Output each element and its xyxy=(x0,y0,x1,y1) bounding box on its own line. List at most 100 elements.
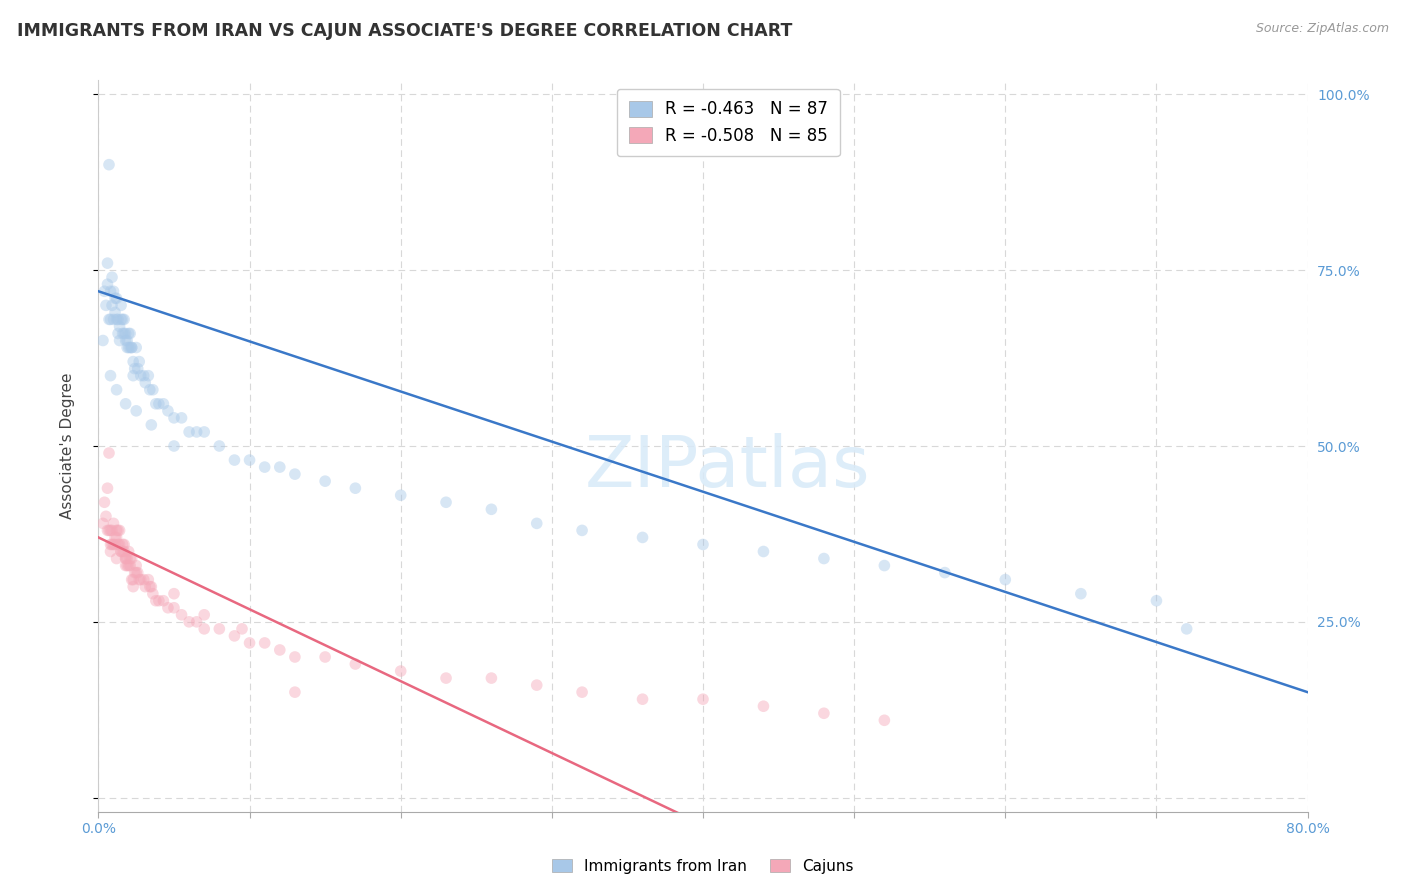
Point xyxy=(127,566,149,580)
Point xyxy=(104,305,127,319)
Point xyxy=(107,537,129,551)
Point xyxy=(434,495,457,509)
Point xyxy=(434,671,457,685)
Point xyxy=(108,537,131,551)
Point xyxy=(105,291,128,305)
Point xyxy=(96,524,118,538)
Point xyxy=(136,573,159,587)
Point xyxy=(101,298,124,312)
Point xyxy=(284,685,307,699)
Point xyxy=(115,558,138,573)
Point xyxy=(239,453,262,467)
Point xyxy=(124,361,146,376)
Point xyxy=(163,587,186,601)
Point xyxy=(104,537,127,551)
Point xyxy=(121,341,143,355)
Point xyxy=(96,256,118,270)
Point xyxy=(148,593,170,607)
Point xyxy=(152,593,174,607)
Point xyxy=(526,678,548,692)
Point xyxy=(105,551,128,566)
Point xyxy=(114,397,136,411)
Point xyxy=(163,410,186,425)
Point xyxy=(132,573,155,587)
Point xyxy=(114,551,136,566)
Text: Source: ZipAtlas.com: Source: ZipAtlas.com xyxy=(1256,22,1389,36)
Point xyxy=(104,291,127,305)
Point xyxy=(100,537,122,551)
Point xyxy=(96,277,118,292)
Point xyxy=(100,312,122,326)
Point xyxy=(96,481,118,495)
Point xyxy=(145,397,167,411)
Point xyxy=(101,524,124,538)
Point xyxy=(193,622,215,636)
Point xyxy=(156,404,179,418)
Point xyxy=(110,312,132,326)
Point xyxy=(132,368,155,383)
Point xyxy=(389,664,412,678)
Point xyxy=(107,524,129,538)
Point xyxy=(139,580,162,594)
Point xyxy=(148,397,170,411)
Point xyxy=(103,537,125,551)
Point xyxy=(631,530,654,544)
Point xyxy=(186,615,208,629)
Point xyxy=(112,326,135,341)
Legend: R = -0.463   N = 87, R = -0.508   N = 85: R = -0.463 N = 87, R = -0.508 N = 85 xyxy=(617,88,839,156)
Point xyxy=(481,671,503,685)
Point xyxy=(253,636,276,650)
Text: IMMIGRANTS FROM IRAN VS CAJUN ASSOCIATE'S DEGREE CORRELATION CHART: IMMIGRANTS FROM IRAN VS CAJUN ASSOCIATE'… xyxy=(17,22,792,40)
Point xyxy=(239,636,262,650)
Point xyxy=(129,573,152,587)
Point xyxy=(110,298,132,312)
Point xyxy=(193,425,215,439)
Point xyxy=(98,446,121,460)
Point xyxy=(142,383,165,397)
Point xyxy=(125,404,148,418)
Point xyxy=(122,573,145,587)
Point xyxy=(122,580,145,594)
Point xyxy=(141,417,163,432)
Point xyxy=(631,692,654,706)
Point xyxy=(127,361,149,376)
Point xyxy=(115,341,138,355)
Point xyxy=(111,312,134,326)
Point xyxy=(134,376,156,390)
Point xyxy=(93,285,115,299)
Point xyxy=(813,551,835,566)
Point xyxy=(128,573,150,587)
Point xyxy=(91,516,114,531)
Point xyxy=(125,558,148,573)
Point xyxy=(163,600,186,615)
Point xyxy=(269,643,291,657)
Point xyxy=(104,530,127,544)
Point xyxy=(103,312,125,326)
Point xyxy=(389,488,412,502)
Point xyxy=(115,551,138,566)
Point xyxy=(103,516,125,531)
Point xyxy=(100,368,122,383)
Point xyxy=(1175,622,1198,636)
Point xyxy=(142,587,165,601)
Point xyxy=(98,312,121,326)
Point xyxy=(118,544,141,558)
Point xyxy=(101,537,124,551)
Point xyxy=(108,524,131,538)
Point xyxy=(120,551,142,566)
Point xyxy=(1070,587,1092,601)
Point xyxy=(94,298,117,312)
Point xyxy=(94,509,117,524)
Point xyxy=(692,692,714,706)
Point xyxy=(125,566,148,580)
Point xyxy=(114,326,136,341)
Point xyxy=(93,495,115,509)
Point xyxy=(752,544,775,558)
Point xyxy=(118,326,141,341)
Point xyxy=(111,326,134,341)
Point xyxy=(115,334,138,348)
Point xyxy=(101,270,124,285)
Point xyxy=(112,312,135,326)
Point xyxy=(1144,593,1167,607)
Point xyxy=(208,439,231,453)
